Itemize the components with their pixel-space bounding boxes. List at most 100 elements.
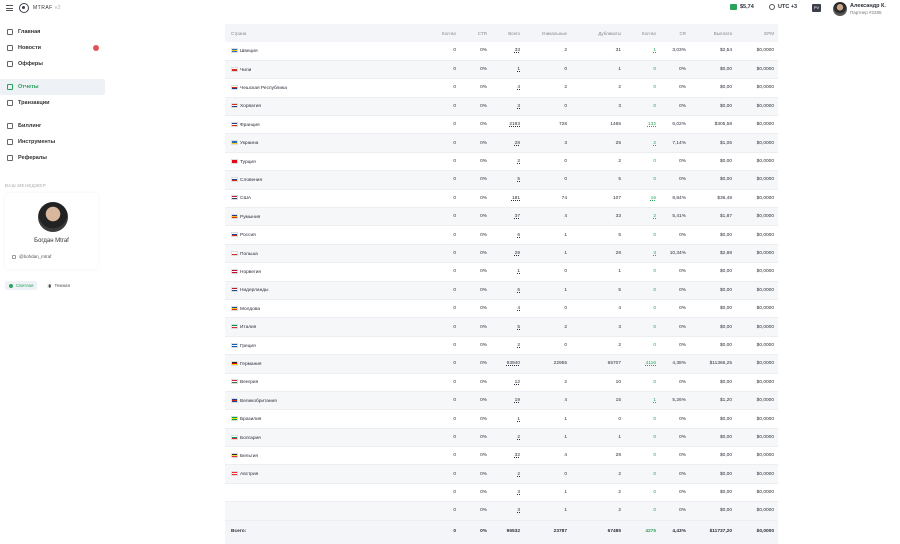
table-row[interactable]: Чили 0 0% 1 0 1 0 0% $0,00 $0,0000 bbox=[225, 60, 778, 80]
table-row[interactable]: Турция 0 0% 2 0 2 0 0% $0,00 $0,0000 bbox=[225, 152, 778, 172]
table-cell: 0 bbox=[524, 60, 571, 80]
table-row[interactable]: Германия 0 0% 93940 22955 65707 4116 4,38% $1136… bbox=[225, 354, 778, 374]
sidebar-item-news[interactable]: Новости bbox=[0, 40, 105, 56]
table-row[interactable]: Болгария 0 0% 2 1 1 0 0% $0,00 $0,0000 bbox=[225, 428, 778, 448]
table-row[interactable]: Великобритания 0 0% 19 4 15 1 5,26% $1,20 $0,0000 bbox=[225, 391, 778, 411]
column-header[interactable]: CR bbox=[660, 24, 690, 42]
table-cell[interactable]: 6 bbox=[491, 225, 524, 245]
table-row[interactable]: Румыния 0 0% 37 4 33 2 5,41% $1,87 $0,0000 bbox=[225, 207, 778, 227]
table-cell[interactable]: 2 bbox=[491, 336, 524, 356]
table-cell: 0% bbox=[660, 446, 690, 466]
table-row[interactable]: Украина 0 0% 28 3 25 2 7,14% $1,06 $0,0000 bbox=[225, 133, 778, 153]
country-cell bbox=[225, 501, 425, 521]
column-header[interactable]: Кол-во bbox=[425, 24, 460, 42]
table-row[interactable]: Молдова 0 0% 4 0 4 0 0% $0,00 $0,0000 bbox=[225, 299, 778, 319]
table-row[interactable]: Нидерланды 0 0% 6 1 5 0 0% $0,00 $0,0000 bbox=[225, 281, 778, 300]
theme-light-button[interactable]: Светлая bbox=[5, 281, 38, 290]
user-name[interactable]: Александр К. bbox=[850, 3, 886, 9]
table-cell[interactable]: 3 bbox=[625, 244, 660, 264]
table-row[interactable]: 0 0% 3 1 2 0 0% $0,00 $0,0000 bbox=[225, 483, 778, 503]
logo-icon[interactable] bbox=[19, 3, 29, 13]
column-header[interactable]: Всего bbox=[491, 24, 524, 42]
table-cell[interactable]: 2 bbox=[491, 152, 524, 172]
table-row[interactable]: Чешская Республика 0 0% 4 2 2 0 0% $0,00 $0,0000 bbox=[225, 78, 778, 98]
table-row[interactable]: Польша 0 0% 29 1 28 3 10,34% $2,88 $0,0000 bbox=[225, 244, 778, 264]
manager-contact[interactable]: @bohdan_mtraf bbox=[12, 254, 51, 259]
table-row[interactable]: Норвегия 0 0% 1 0 1 0 0% $0,00 $0,0000 bbox=[225, 262, 778, 282]
table-cell[interactable]: 16 bbox=[625, 189, 660, 209]
country-name: Австрия bbox=[240, 472, 259, 478]
table-cell[interactable]: 4116 bbox=[625, 354, 660, 374]
table-cell[interactable]: 12 bbox=[491, 373, 524, 392]
balance-value: $5,74 bbox=[740, 4, 754, 10]
table-cell[interactable]: 33 bbox=[491, 42, 524, 61]
table-cell[interactable]: 1 bbox=[491, 60, 524, 80]
table-row[interactable]: Бельгия 0 0% 32 4 28 0 0% $0,00 $0,0000 bbox=[225, 446, 778, 466]
table-cell[interactable]: 2 bbox=[491, 428, 524, 448]
theme-dark-button[interactable]: Темная bbox=[43, 281, 74, 290]
sidebar-item-reports[interactable]: Отчеты bbox=[0, 79, 105, 95]
table-cell[interactable]: 1 bbox=[625, 391, 660, 411]
column-header[interactable]: Выплата bbox=[690, 24, 736, 42]
table-row[interactable]: Бразилия 0 0% 1 1 0 0 0% $0,00 $0,0000 bbox=[225, 409, 778, 429]
table-cell[interactable]: 4 bbox=[491, 299, 524, 319]
table-cell[interactable]: 1 bbox=[491, 262, 524, 282]
table-cell[interactable]: 29 bbox=[491, 244, 524, 264]
card-icon bbox=[7, 123, 13, 129]
menu-icon[interactable] bbox=[6, 5, 13, 11]
column-header[interactable]: CTR bbox=[460, 24, 491, 42]
table-row[interactable]: Франция 0 0% 2193 728 1465 132 6,02% $305,58 $0,0… bbox=[225, 115, 778, 135]
table-cell[interactable]: 1 bbox=[625, 42, 660, 61]
sidebar-item-home[interactable]: Главная bbox=[0, 24, 105, 40]
table-cell[interactable]: 93940 bbox=[491, 354, 524, 374]
table-row[interactable]: Швеция 0 0% 33 2 31 1 3,03% $2,54 $0,0000 bbox=[225, 42, 778, 61]
column-header[interactable]: Страна bbox=[225, 24, 425, 42]
table-cell[interactable]: 181 bbox=[491, 189, 524, 209]
table-cell[interactable]: 132 bbox=[625, 115, 660, 135]
table-cell[interactable]: 2 bbox=[491, 464, 524, 484]
table-cell[interactable]: 2 bbox=[625, 133, 660, 153]
table-cell[interactable]: 3 bbox=[491, 501, 524, 521]
table-row[interactable]: Словения 0 0% 5 0 5 0 0% $0,00 $0,0000 bbox=[225, 170, 778, 190]
balance[interactable]: $5,74 bbox=[730, 4, 754, 10]
column-header[interactable]: Уникальные bbox=[524, 24, 571, 42]
table-cell[interactable]: 6 bbox=[491, 281, 524, 300]
table-cell[interactable]: 5 bbox=[491, 317, 524, 337]
table-cell[interactable]: 2 bbox=[625, 207, 660, 227]
column-header[interactable]: Дубликаты bbox=[571, 24, 625, 42]
column-header[interactable]: Кол-во bbox=[625, 24, 660, 42]
table-cell[interactable]: 32 bbox=[491, 446, 524, 466]
sidebar-item-tools[interactable]: Инструменты bbox=[0, 134, 105, 150]
table-cell[interactable]: 5 bbox=[491, 170, 524, 190]
table-row[interactable]: Греция 0 0% 2 0 2 0 0% $0,00 $0,0000 bbox=[225, 336, 778, 356]
table-row[interactable]: Австрия 0 0% 2 0 2 0 0% $0,00 $0,0000 bbox=[225, 464, 778, 484]
sidebar-item-billing[interactable]: Биллинг bbox=[0, 118, 105, 134]
table-cell[interactable]: 28 bbox=[491, 133, 524, 153]
column-header[interactable]: EPM bbox=[736, 24, 778, 42]
flag-icon bbox=[231, 213, 238, 219]
sidebar-item-transactions[interactable]: Транзакции bbox=[0, 95, 105, 111]
logo-text: MTRAF bbox=[33, 5, 53, 11]
table-cell: $0,0000 bbox=[736, 60, 778, 80]
table-cell: $0,0000 bbox=[736, 262, 778, 282]
table-row[interactable]: Венгрия 0 0% 12 2 10 0 0% $0,00 $0,0000 bbox=[225, 373, 778, 392]
table-cell[interactable]: 3 bbox=[491, 97, 524, 117]
table-cell[interactable]: 37 bbox=[491, 207, 524, 227]
table-row[interactable]: 0 0% 3 1 2 0 0% $0,00 $0,0000 bbox=[225, 501, 778, 521]
table-row[interactable]: Хорватия 0 0% 3 0 3 0 0% $0,00 $0,0000 bbox=[225, 97, 778, 117]
table-cell[interactable]: 1 bbox=[491, 409, 524, 429]
user-badge[interactable]: PV bbox=[812, 4, 821, 12]
table-cell[interactable]: 2193 bbox=[491, 115, 524, 135]
table-cell[interactable]: 4 bbox=[491, 78, 524, 98]
table-cell[interactable]: 3 bbox=[491, 483, 524, 503]
sidebar-item-referrals[interactable]: Рефералы bbox=[0, 150, 105, 166]
table-row[interactable]: США 0 0% 181 74 107 16 8,84% $36,49 $0,0000 bbox=[225, 189, 778, 209]
logo[interactable]: MTRAF v2 bbox=[33, 5, 61, 11]
sidebar-item-offers[interactable]: Офферы bbox=[0, 56, 105, 72]
timezone[interactable]: UTC +3 bbox=[769, 4, 797, 10]
user-avatar[interactable] bbox=[833, 2, 847, 16]
table-row[interactable]: Россия 0 0% 6 1 5 0 0% $0,00 $0,0000 bbox=[225, 225, 778, 245]
table-row[interactable]: Италия 0 0% 5 2 3 0 0% $0,00 $0,0000 bbox=[225, 317, 778, 337]
table-cell: 1 bbox=[571, 262, 625, 282]
table-cell[interactable]: 19 bbox=[491, 391, 524, 411]
